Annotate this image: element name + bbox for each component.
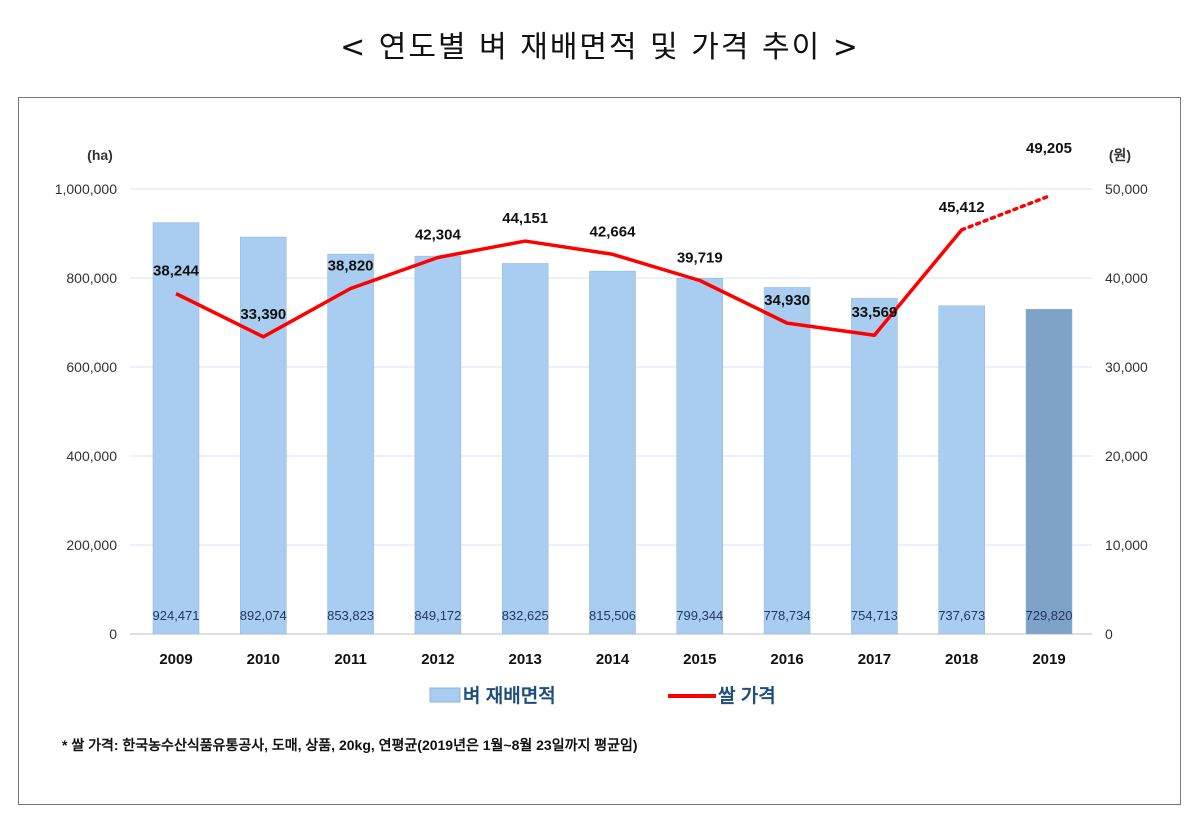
left-tick-label: 800,000 (66, 270, 117, 286)
left-axis-unit: (ha) (87, 147, 113, 163)
price-value-label: 38,820 (328, 258, 374, 275)
price-line-dotted-segment (959, 194, 1051, 232)
bar-value-label: 729,820 (1026, 608, 1073, 623)
bar-value-label: 849,172 (414, 608, 461, 623)
price-value-label: 42,304 (415, 226, 462, 243)
right-axis-unit: (원) (1109, 147, 1131, 163)
legend-bar-label: 벼 재배면적 (463, 685, 556, 707)
bar (414, 255, 462, 635)
right-tick-label: 30,000 (1105, 359, 1148, 375)
price-value-label: 33,390 (240, 306, 286, 323)
bar (1025, 308, 1073, 635)
left-tick-label: 1,000,000 (55, 181, 117, 197)
legend-bar-swatch (429, 687, 461, 703)
bar (152, 222, 200, 635)
left-tick-label: 200,000 (66, 537, 117, 553)
category-label: 2011 (334, 651, 367, 668)
bar-value-label: 778,734 (764, 608, 811, 623)
right-tick-label: 10,000 (1105, 537, 1148, 553)
bar (763, 287, 811, 635)
bar-value-label: 832,625 (502, 608, 549, 623)
bar-value-label: 754,713 (851, 608, 898, 623)
bar (676, 278, 724, 635)
right-tick-label: 0 (1105, 626, 1113, 642)
bar-value-label: 892,074 (240, 608, 287, 623)
category-label: 2014 (596, 651, 630, 668)
bar (938, 305, 985, 635)
chart-frame (18, 97, 1181, 805)
category-label: 2013 (509, 651, 542, 668)
category-label: 2017 (858, 651, 891, 668)
category-label: 2019 (1032, 651, 1065, 668)
left-tick-label: 0 (109, 626, 117, 642)
category-label: 2018 (945, 651, 978, 668)
price-value-label: 33,569 (851, 304, 897, 321)
category-label: 2009 (159, 651, 192, 668)
right-tick-label: 50,000 (1105, 181, 1148, 197)
bar (327, 253, 374, 635)
chart-title: < 연도별 벼 재배면적 및 가격 추이 > (340, 30, 860, 65)
price-value-label: 45,412 (939, 199, 985, 216)
price-value-label: 39,719 (677, 250, 723, 267)
right-tick-label: 40,000 (1105, 270, 1148, 286)
bar-value-label: 853,823 (327, 608, 374, 623)
bar (240, 236, 287, 635)
category-label: 2015 (683, 651, 716, 668)
price-value-label: 34,930 (764, 292, 810, 309)
price-line (175, 228, 964, 339)
category-label: 2010 (247, 651, 280, 668)
bar (851, 297, 898, 635)
price-value-label: 49,205 (1026, 140, 1072, 157)
footnote: * 쌀 가격: 한국농수산식품유통공사, 도매, 상품, 20kg, 연평균(2… (62, 737, 638, 753)
price-value-label: 42,664 (590, 223, 637, 240)
bar (501, 263, 549, 635)
bar-value-label: 737,673 (938, 608, 985, 623)
right-tick-label: 20,000 (1105, 448, 1148, 464)
bar (589, 270, 636, 635)
bar-value-label: 815,506 (589, 608, 636, 623)
bar-value-label: 799,344 (676, 608, 723, 623)
price-value-label: 44,151 (502, 210, 548, 227)
left-tick-label: 600,000 (66, 359, 117, 375)
price-value-label: 38,244 (153, 263, 200, 280)
category-label: 2012 (421, 651, 454, 668)
category-label: 2016 (770, 651, 803, 668)
legend-line-label: 쌀 가격 (718, 685, 776, 707)
bar-value-label: 924,471 (153, 608, 200, 623)
left-tick-label: 400,000 (66, 448, 117, 464)
